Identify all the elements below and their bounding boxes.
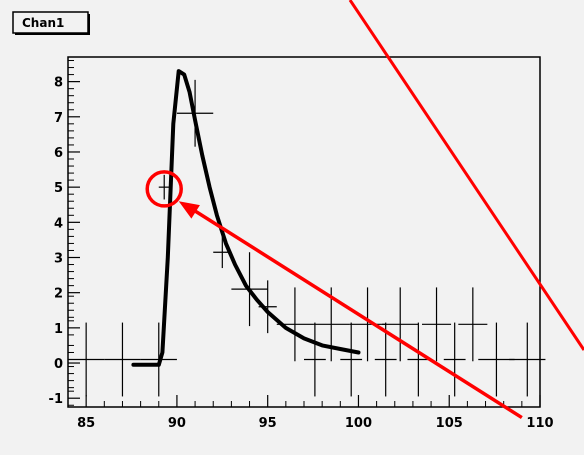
data-point (509, 322, 546, 397)
plot-frame (67, 56, 541, 408)
y-tick-label: 5 (54, 181, 63, 196)
data-point (104, 322, 141, 397)
y-tick-label: 3 (54, 252, 63, 267)
x-tick-label: 105 (436, 416, 463, 431)
y-tick-label: 2 (54, 287, 63, 302)
data-point (458, 287, 488, 362)
y-tick-label: 7 (54, 111, 63, 126)
annotation-layer (145, 0, 584, 420)
x-tick-label: 110 (526, 416, 553, 431)
data-point (382, 287, 419, 362)
axes-layer: 85 90 95 100 105 110 -1 0 1 2 3 4 5 6 7 8 (49, 60, 554, 431)
data-point (349, 287, 386, 362)
fit-curve (131, 69, 361, 367)
data-point (422, 287, 452, 362)
data-point (374, 322, 397, 397)
data-point (158, 174, 170, 200)
data-point (304, 322, 326, 397)
x-tick-label: 90 (168, 416, 186, 431)
title-box-shadow-side (88, 14, 90, 35)
y-tick-label: 0 (54, 357, 63, 372)
x-tick-label: 85 (77, 416, 95, 431)
title-box-shadow (15, 33, 90, 35)
data-point (478, 322, 515, 397)
x-tick-label: 95 (259, 416, 277, 431)
data-point (68, 322, 105, 397)
data-point (340, 322, 363, 397)
data-points (68, 79, 546, 397)
red-diagonal-line (348, 0, 584, 351)
y-tick-label: 4 (54, 216, 63, 231)
y-tick-label: 6 (54, 146, 63, 161)
y-tick-label: 8 (54, 76, 63, 91)
data-point (443, 322, 466, 397)
annotation-arrow-head (178, 201, 200, 219)
highlight-circle (145, 170, 183, 208)
x-tick-label: 100 (345, 416, 372, 431)
y-tick-label: 1 (54, 322, 63, 337)
y-tick-label: -1 (49, 392, 63, 407)
fit-curve-layer (131, 69, 361, 367)
annotation-arrow-shaft (189, 206, 523, 420)
chart-title: Chan1 (22, 16, 64, 30)
data-point (407, 322, 430, 397)
